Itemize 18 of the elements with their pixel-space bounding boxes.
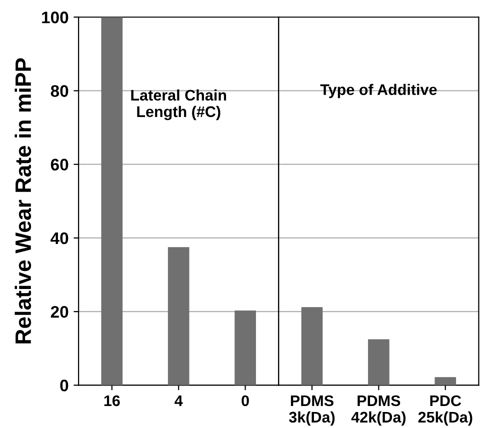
x-tick-label: 4 [174, 395, 183, 406]
annotation: Type of Additive [320, 84, 437, 98]
y-tick-label: 60 [50, 158, 68, 171]
x-tick-label: PDMS 3k(Da) [288, 395, 335, 426]
bar [168, 247, 190, 386]
y-tick-label: 80 [50, 85, 68, 97]
y-tick-label: 100 [42, 12, 68, 24]
y-tick-label: 40 [50, 232, 68, 244]
x-tick-label: PDC 25k(Da) [418, 395, 472, 426]
y-tick-label: 20 [50, 306, 68, 318]
annotation: Lateral Chain Length (#C) [131, 89, 226, 120]
y-axis-title: Relative Wear Rate in miPP [14, 58, 32, 344]
bar [234, 310, 256, 386]
x-tick-label: 16 [104, 395, 120, 406]
y-tick-label: 0 [60, 380, 68, 392]
x-tick-label: 0 [242, 395, 249, 406]
bar [101, 17, 123, 386]
x-tick-label: PDMS 42k(Da) [351, 395, 406, 426]
